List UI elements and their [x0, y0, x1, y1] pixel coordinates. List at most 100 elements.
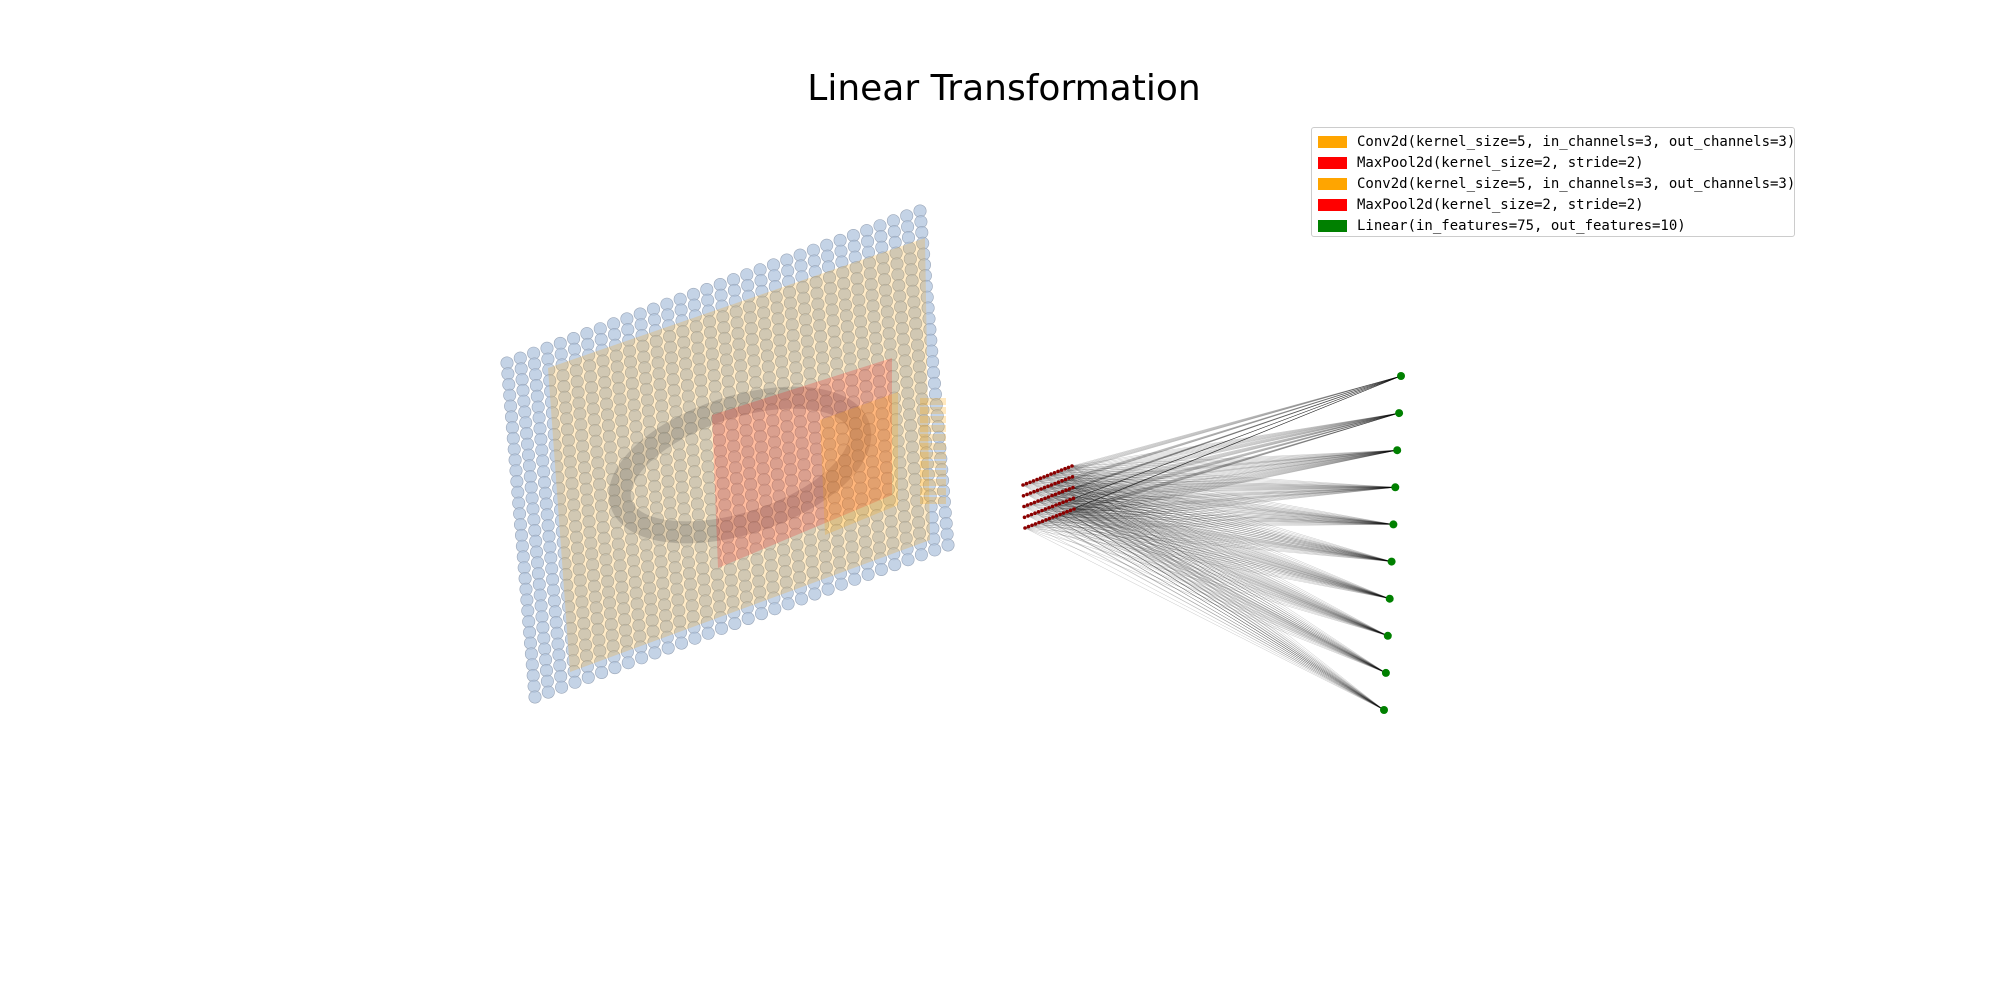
input-pixel	[516, 383, 530, 397]
connection-line	[1057, 412, 1400, 472]
connection-line	[1068, 477, 1385, 711]
connection-line	[1072, 487, 1388, 637]
connection-line	[1047, 486, 1387, 674]
connection-line	[1031, 487, 1396, 526]
connection-line	[1037, 375, 1402, 502]
connection-line	[1040, 488, 1394, 525]
connection-line	[1045, 519, 1394, 525]
connection-line	[1038, 522, 1385, 711]
connection-line	[1062, 487, 1396, 503]
connection-line	[1037, 487, 1396, 502]
input-pixel	[547, 594, 561, 608]
connection-line	[1066, 449, 1398, 512]
input-pixel	[538, 642, 552, 656]
connection-line	[1029, 482, 1385, 711]
connection-line	[1041, 510, 1392, 562]
input-pixel	[621, 656, 635, 670]
connection-line	[1022, 449, 1398, 486]
linear-input-neuron	[1063, 466, 1067, 471]
connection-line	[1029, 375, 1402, 483]
connection-line	[1069, 499, 1385, 711]
connection-line	[1048, 507, 1394, 525]
connection-line	[1024, 524, 1394, 529]
connection-line	[1065, 489, 1390, 599]
legend-swatch	[1318, 156, 1347, 169]
connection-line	[1068, 449, 1398, 479]
connection-line	[1036, 479, 1396, 488]
connection-line	[1050, 473, 1396, 488]
connection-line	[1030, 503, 1385, 711]
linear-input-neuron	[1023, 526, 1027, 530]
connection-line	[1040, 488, 1392, 562]
input-pixel	[714, 621, 728, 635]
input-pixel	[781, 264, 795, 278]
connection-line	[1051, 495, 1394, 525]
legend-label: Linear(in_features=75, out_features=10)	[1357, 217, 1686, 234]
connection-line	[1043, 449, 1398, 478]
connection-line	[1030, 449, 1398, 505]
connection-line	[1047, 449, 1398, 487]
connection-line	[1023, 449, 1398, 507]
input-pixel	[820, 238, 834, 252]
connection-line	[1023, 506, 1388, 637]
input-pixel	[520, 593, 534, 607]
connection-line	[1027, 515, 1390, 599]
input-pixel	[519, 416, 533, 430]
connection-line	[1034, 512, 1390, 599]
input-pixel	[523, 636, 537, 650]
connection-line	[1030, 503, 1394, 525]
connection-line	[1038, 522, 1386, 674]
connection-line	[1040, 488, 1387, 674]
connection-line	[1068, 477, 1396, 488]
input-pixel	[621, 323, 635, 337]
conv2-plane	[820, 392, 898, 535]
connection-line	[1062, 412, 1400, 503]
connection-line	[1045, 412, 1400, 521]
connection-line	[1033, 487, 1396, 492]
input-pixel	[834, 244, 848, 258]
connection-line	[1044, 498, 1388, 637]
connection-line	[1033, 491, 1388, 637]
connection-line	[1022, 484, 1390, 599]
connection-line	[1033, 375, 1402, 492]
input-pixel	[727, 283, 741, 297]
connection-line	[1033, 491, 1390, 599]
connection-line	[1062, 502, 1388, 637]
conv-edge-cell	[920, 398, 946, 405]
input-pixel	[568, 675, 582, 689]
connection-line	[1045, 487, 1396, 521]
connection-line	[1066, 412, 1400, 512]
connection-line	[1068, 477, 1392, 562]
layer-volumes	[500, 204, 955, 704]
connection-line	[1022, 484, 1385, 711]
connection-line	[1040, 488, 1390, 599]
connection-line	[1050, 449, 1398, 475]
connection-line	[1064, 468, 1387, 674]
connection-line	[1048, 507, 1392, 562]
connection-line	[1030, 375, 1402, 505]
input-pixel	[901, 220, 915, 234]
input-pixel	[540, 674, 554, 688]
conv-edge-cell	[920, 407, 946, 414]
connection-line	[1065, 375, 1402, 491]
linear-input-neuron	[1045, 473, 1050, 478]
connection-line	[1047, 486, 1392, 562]
connection-line	[1065, 489, 1392, 562]
connection-line	[1024, 527, 1392, 562]
input-pixel	[524, 480, 538, 494]
connection-line	[1029, 482, 1396, 488]
connection-line	[1031, 449, 1398, 526]
linear-input-neuron	[1053, 481, 1057, 486]
connection-line	[1059, 449, 1398, 515]
connection-line	[1065, 487, 1396, 491]
input-pixel	[728, 616, 742, 630]
connection-line	[1048, 375, 1402, 509]
connection-line	[1030, 503, 1392, 562]
input-pixel	[940, 527, 954, 541]
connection-line	[1034, 449, 1398, 514]
connection-line	[1024, 527, 1385, 711]
connection-line	[1033, 412, 1400, 492]
connection-line	[1050, 473, 1387, 674]
connection-line	[1043, 476, 1396, 488]
connection-line	[1048, 412, 1400, 509]
